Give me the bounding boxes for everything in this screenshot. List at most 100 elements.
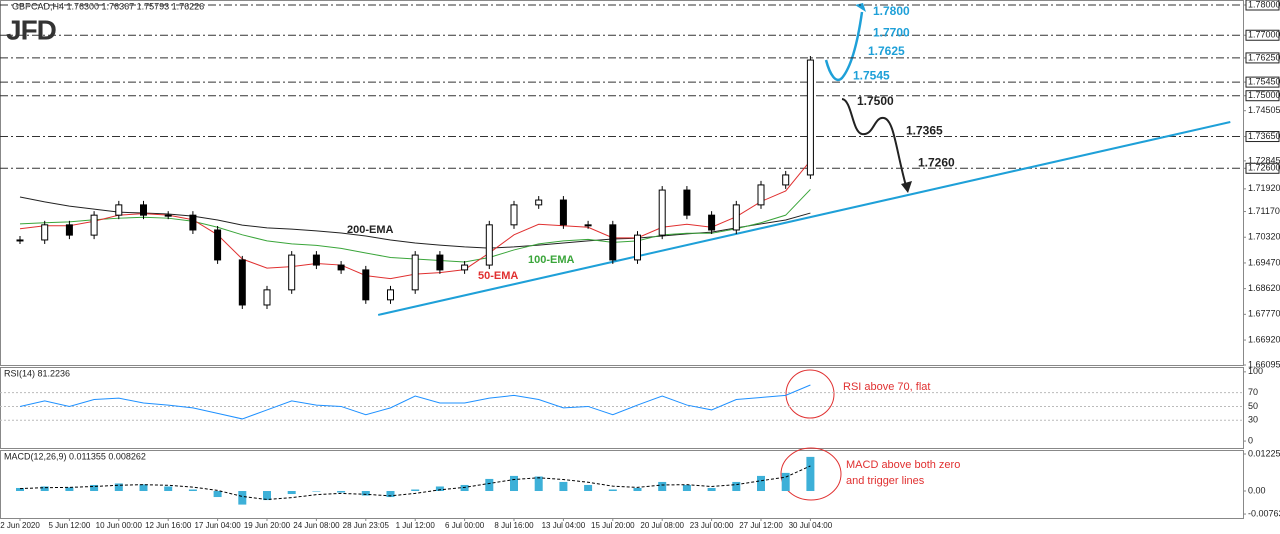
x-tick-label: 19 Jun 20:00 <box>244 521 291 530</box>
level-label-box <box>1245 90 1280 102</box>
macd-bar <box>757 475 765 492</box>
x-tick-label: 13 Jul 04:00 <box>542 521 586 530</box>
x-tick-label: 24 Jun 08:00 <box>293 521 340 530</box>
y-tick-label: 70 <box>1248 387 1258 397</box>
candle <box>65 224 73 236</box>
macd-bar <box>90 484 99 492</box>
y-tick-label: 1.74505 <box>1248 105 1280 115</box>
macd-bar <box>40 486 49 492</box>
macd-bar <box>16 487 24 492</box>
macd-bar <box>707 487 716 492</box>
candle <box>411 254 419 291</box>
candle <box>115 204 123 216</box>
x-tick-label: 28 Jun 23:05 <box>343 521 390 530</box>
level-annotation: 1.7545 <box>853 68 890 82</box>
candle <box>535 199 543 206</box>
candle <box>288 254 296 291</box>
macd-bar <box>361 491 370 496</box>
y-tick-label: 1.69470 <box>1248 257 1280 267</box>
y-tick-label: 1.75000 <box>1248 90 1280 100</box>
candle <box>387 289 394 301</box>
y-tick-label: 1.78000 <box>1248 0 1280 9</box>
macd-bar <box>534 476 543 492</box>
level-annotation: 1.7625 <box>868 44 905 58</box>
candle <box>337 264 345 271</box>
macd-bar <box>139 484 148 492</box>
candle <box>510 204 518 226</box>
level-annotation: 1.7365 <box>906 124 943 138</box>
macd-bar <box>164 486 173 492</box>
level-label-box <box>1245 131 1280 143</box>
trendline <box>377 121 1231 316</box>
y-tick-label: 1.68620 <box>1248 283 1280 293</box>
candle <box>436 254 444 271</box>
y-tick-label: 100 <box>1248 366 1263 376</box>
candle <box>559 199 567 226</box>
x-tick-label: 12 Jun 16:00 <box>145 521 192 530</box>
y-tick-label: 30 <box>1248 415 1258 425</box>
bullish-arrow <box>824 11 864 82</box>
y-tick-label: 1.75450 <box>1248 76 1280 86</box>
y-tick-label: 1.72600 <box>1248 163 1280 173</box>
candle <box>485 224 493 266</box>
candle <box>140 204 147 216</box>
candle <box>312 254 320 266</box>
macd-bar <box>682 484 691 492</box>
candle <box>732 204 740 231</box>
macd-label: MACD(12,26,9) 0.011355 0.008262 <box>4 451 146 461</box>
candle <box>263 289 271 306</box>
macd-signal <box>19 465 811 500</box>
candle <box>757 184 765 206</box>
macd-bar <box>781 472 790 492</box>
macd-bar <box>114 483 123 492</box>
x-tick-label: 1 Jul 12:00 <box>396 521 436 530</box>
macd-bar <box>732 481 741 492</box>
candle <box>238 259 246 306</box>
level-label-box <box>1245 162 1280 174</box>
y-tick-label: 0.012254 <box>1248 448 1280 458</box>
candle <box>16 239 24 242</box>
arrow-head <box>855 3 866 12</box>
macd-note: MACD above both zero <box>846 459 960 471</box>
y-tick-label: 1.67770 <box>1248 309 1280 319</box>
y-tick-label: 1.71170 <box>1248 206 1280 216</box>
candle <box>584 224 592 227</box>
x-tick-label: 23 Jul 00:00 <box>690 521 734 530</box>
y-tick-label: 1.76250 <box>1248 52 1280 62</box>
candle <box>708 214 716 231</box>
x-tick-label: 6 Jul 00:00 <box>445 521 485 530</box>
symbol-header: GBPCAD,H4 1.76300 1.76367 1.75793 1.7622… <box>12 1 204 11</box>
candle <box>806 59 814 176</box>
rsi-panel <box>0 367 1244 449</box>
y-tick-label: 1.73650 <box>1248 131 1280 141</box>
y-tick-label: 1.70320 <box>1248 232 1280 242</box>
macd-bar <box>188 489 197 492</box>
ema-label: 50-EMA <box>478 270 518 282</box>
macd-bar <box>213 491 222 498</box>
y-tick-label: 0 <box>1248 435 1253 445</box>
macd-bar <box>238 491 247 505</box>
macd-bar <box>806 456 815 492</box>
candle <box>362 269 370 301</box>
y-tick-label: 1.71920 <box>1248 183 1280 193</box>
y-tick-label: -0.007634 <box>1248 508 1280 518</box>
x-tick-label: 10 Jun 00:00 <box>96 521 143 530</box>
macd-panel <box>0 450 1244 519</box>
level-label-box <box>1245 0 1280 11</box>
rsi-label: RSI(14) 81.2236 <box>4 368 70 378</box>
x-tick-label: 5 Jun 12:00 <box>48 521 90 530</box>
level-label-box <box>1245 29 1280 41</box>
candle <box>658 189 666 236</box>
y-tick-label: 1.66920 <box>1248 334 1280 344</box>
rsi-circle <box>785 369 835 419</box>
macd-note: and trigger lines <box>846 475 925 487</box>
y-tick-label: 1.66095 <box>1248 359 1280 369</box>
candle <box>164 214 172 217</box>
rsi-line <box>19 384 811 420</box>
macd-bar <box>287 491 296 495</box>
y-tick-label: 0.00 <box>1248 485 1266 495</box>
level-annotation: 1.7260 <box>918 155 955 169</box>
y-tick-label: 1.72845 <box>1248 155 1280 165</box>
